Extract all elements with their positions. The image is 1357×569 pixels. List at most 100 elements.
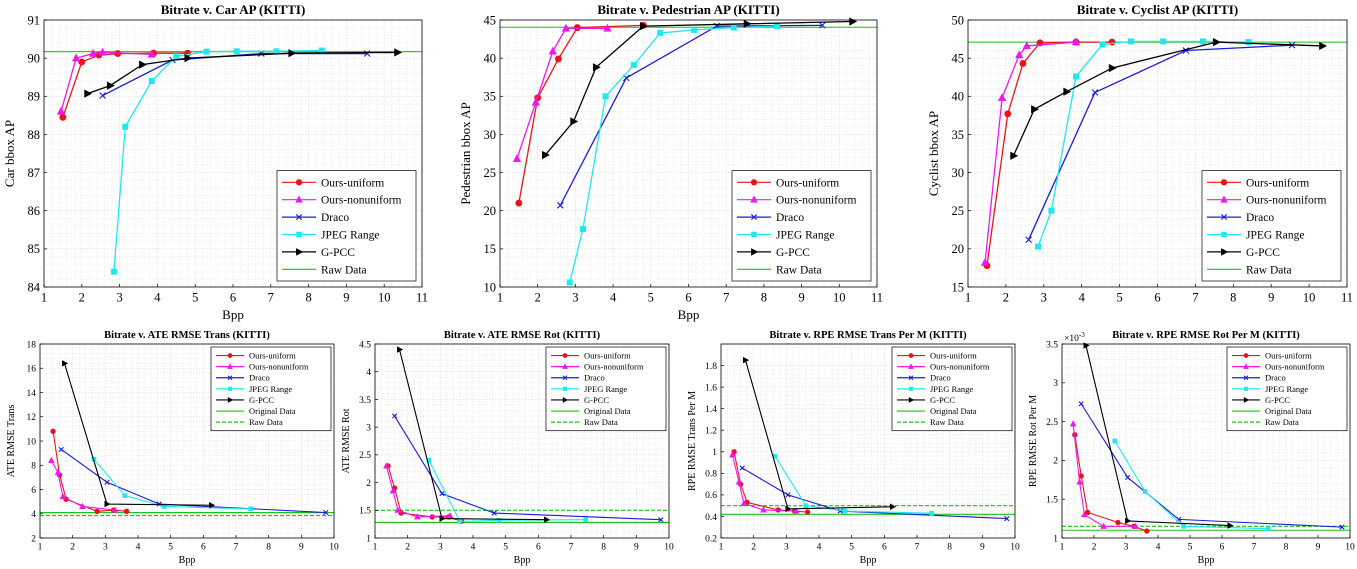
legend-label-original-data: Original Data	[249, 406, 296, 416]
x-tick-label: 1	[497, 291, 503, 305]
x-tick-label: 7	[723, 291, 729, 305]
data-point-jpeg-range	[730, 24, 737, 31]
y-tick-label: 1	[366, 534, 371, 544]
data-point-ours-nonuniform	[147, 49, 156, 58]
legend-label-draco: Draco	[321, 212, 349, 224]
legend-label-ours-uniform: Ours-uniform	[249, 351, 296, 361]
data-point-draco	[658, 517, 664, 523]
data-point-jpeg-range	[173, 53, 180, 60]
x-tick-label: 10	[833, 291, 846, 305]
legend-marker-g-pcc	[296, 248, 304, 256]
y-tick-label: 3	[366, 423, 371, 433]
x-tick-label: 10	[664, 543, 674, 553]
data-point-ours-nonuniform	[792, 507, 800, 514]
x-tick-label: 5	[1188, 543, 1193, 553]
y-tick-label: 1	[712, 448, 717, 458]
x-tick-label: 9	[980, 543, 985, 553]
data-point-g-pcc	[592, 63, 601, 72]
x-tick-label: 5	[503, 543, 508, 553]
x-tick-label: 1	[719, 543, 724, 553]
y-tick-label: 0.6	[705, 491, 717, 501]
data-point-ours-uniform	[1108, 38, 1116, 46]
data-point-ours-nonuniform	[735, 478, 743, 485]
data-point-g-pcc	[1031, 105, 1040, 114]
data-point-ours-nonuniform	[729, 451, 736, 458]
data-point-ours-uniform	[59, 113, 67, 121]
y-tick-label: 15	[484, 242, 497, 256]
x-tick-label: 3	[784, 543, 789, 553]
data-point-g-pcc	[209, 501, 216, 509]
data-point-ours-nonuniform	[603, 23, 612, 32]
y-tick-label: 25	[484, 166, 497, 180]
data-point-ours-nonuniform	[59, 493, 67, 500]
legend-label-g-pcc: G-PCC	[321, 247, 355, 259]
y-tick-label: 16	[27, 365, 37, 375]
x-tick-label: 2	[405, 543, 410, 553]
y-axis-label: RPE RMSE Trans Per M	[687, 391, 698, 491]
legend-marker-draco	[908, 375, 914, 381]
data-point-draco	[819, 22, 826, 29]
data-point-jpeg-range	[233, 48, 240, 55]
legend-marker-ours-nonuniform	[295, 195, 303, 203]
x-tick-label: 1	[41, 291, 47, 305]
legend-marker-ours-uniform	[1243, 353, 1249, 358]
x-tick-label: 5	[1116, 291, 1122, 305]
series-line-draco	[1028, 44, 1293, 240]
x-tick-label: 3	[116, 291, 122, 305]
data-point-g-pcc	[785, 505, 792, 513]
x-tick-label: 8	[761, 291, 767, 305]
y-tick-label: 1.5	[359, 507, 371, 517]
legend-label-g-pcc: G-PCC	[1246, 247, 1280, 259]
data-point-g-pcc	[890, 503, 897, 511]
x-tick-label: 9	[299, 543, 304, 553]
x-tick-label: 5	[849, 543, 854, 553]
y-tick-label: 12	[27, 413, 37, 423]
legend-box	[731, 170, 872, 282]
x-tick-label: 11	[1341, 291, 1353, 305]
data-point-jpeg-range	[1112, 438, 1118, 444]
legend-marker-jpeg-range	[296, 231, 302, 238]
legend-marker-draco	[1220, 214, 1228, 221]
series-line-g-pcc	[1012, 41, 1323, 157]
legend-label-ours-nonuniform: Ours-nonuniform	[1246, 195, 1327, 207]
x-tick-label: 2	[79, 291, 85, 305]
x-axis-label: Bpp	[222, 307, 244, 322]
data-point-ours-nonuniform	[79, 502, 86, 509]
legend-label-jpeg-range: JPEG Range	[930, 384, 973, 394]
series-line-ours-uniform	[986, 41, 1113, 266]
data-point-ours-uniform	[123, 508, 130, 515]
data-point-jpeg-range	[1245, 39, 1252, 46]
data-point-draco	[1124, 474, 1131, 481]
legend-label-g-pcc: G-PCC	[584, 395, 609, 405]
x-tick-label: 7	[1192, 291, 1198, 305]
x-tick-label: 5	[192, 291, 198, 305]
series-line-jpeg-range	[569, 25, 778, 283]
data-point-draco	[363, 50, 371, 57]
x-tick-label: 4	[1156, 543, 1161, 553]
x-tick-label: 4	[471, 543, 476, 553]
y-tick-label: 2	[31, 534, 36, 544]
series-line-g-pcc	[544, 20, 853, 156]
x-tick-label: 9	[798, 291, 804, 305]
legend-marker-g-pcc	[751, 248, 759, 256]
legend-marker-ours-nonuniform	[562, 363, 568, 369]
legend-label-jpeg-range: JPEG Range	[1265, 384, 1308, 394]
legend-label-g-pcc: G-PCC	[776, 247, 810, 259]
legend-marker-g-pcc	[1243, 397, 1250, 403]
data-point-draco	[837, 508, 843, 514]
y-tick-label: 10	[27, 437, 37, 447]
y-axis-label: ATE RMSE Rot	[341, 408, 352, 473]
data-point-draco	[58, 446, 64, 453]
legend-label-ours-uniform: Ours-uniform	[584, 351, 631, 361]
data-point-draco	[739, 465, 745, 471]
x-tick-label: 6	[882, 543, 887, 553]
x-tick-label: 4	[817, 543, 822, 553]
data-point-ours-uniform	[1004, 110, 1012, 118]
data-point-ours-uniform	[94, 508, 100, 515]
axes-box	[1061, 343, 1351, 539]
legend-marker-draco	[750, 214, 758, 221]
